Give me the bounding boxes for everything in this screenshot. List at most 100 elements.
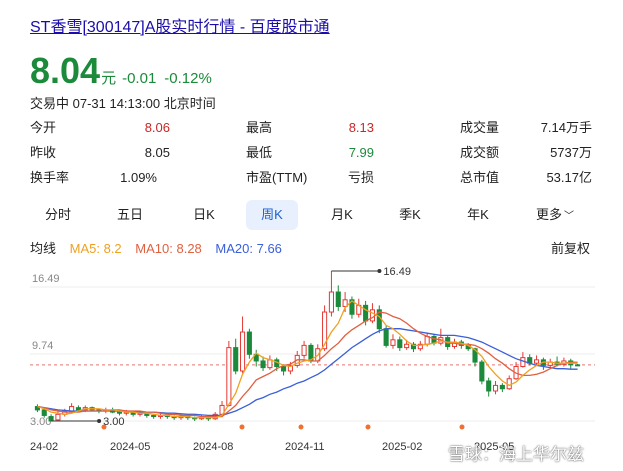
open-label: 今开 [30,120,57,135]
candle-body [233,347,239,372]
candle-body [534,359,540,364]
x-tick-label: 2025-05 [474,441,514,453]
candlestick-chart[interactable]: 16.49 9.74 3.00 16.493.00 24-02 2024-05 … [30,260,595,460]
y-tick-label: 3.00 [30,416,51,428]
price-change: -0.01 [122,70,157,87]
event-marker-dot [239,424,245,430]
y-tick-label: 9.74 [32,340,53,352]
candle-body [281,366,287,372]
candle-body [499,384,505,390]
candle-body [404,343,410,349]
tab-five-day[interactable]: 五日 [116,207,143,222]
turnover-rate-label: 换手率 [30,170,70,185]
watermark-text: 雪球：海上华尔兹 [448,445,584,464]
candle-body [287,364,293,372]
price-change-pct: -0.12% [164,70,212,87]
ma-legend-title: 均线 [30,241,57,256]
candle-body [397,339,403,349]
candle-body [328,291,334,313]
event-marker-dot [365,424,371,430]
trading-status: 交易中 07-31 14:13:00 北京时间 [30,96,216,111]
ma5-legend: MA5: 8.2 [69,241,122,256]
candle-body [239,331,246,372]
event-marker-dot [101,424,107,430]
turnover-label: 成交额 [460,145,500,160]
price-unit: 元 [101,70,117,87]
candle-body [369,309,376,322]
candle-body [116,411,123,414]
period-tabs: 分时 五日 日K 周K 月K 季K 年K 更多 ﹀ [30,198,595,232]
ma10-legend: MA10: 8.28 [135,241,202,256]
tab-week-k[interactable]: 周K [246,200,298,230]
candle-body [342,299,348,307]
min-pointer-dot [97,419,102,423]
max-price-label: 16.49 [383,266,411,278]
prev-close-value: 8.05 [144,145,170,160]
prev-close-label: 昨收 [30,145,57,160]
x-tick-label: 2024-05 [110,441,150,453]
candle-body [226,347,232,406]
tab-more-label: 更多 [535,207,562,222]
tab-quarter-k[interactable]: 季K [399,207,421,222]
adjust-toggle[interactable]: 前复权 [551,241,591,256]
low-value: 7.99 [348,145,374,160]
volume-label: 成交量 [460,120,500,135]
candle-body [55,413,61,421]
candle-body [151,414,157,418]
candle-body [301,344,307,356]
page-title-link[interactable]: ST香雪[300147]A股实时行情 - 百度股市通 [30,19,330,36]
tab-minute[interactable]: 分时 [44,207,71,222]
tab-more[interactable]: 更多 ﹀ [525,200,585,230]
candle-body [479,361,485,382]
candle-body [383,328,389,346]
max-pointer-dot [377,269,382,273]
tab-month-k[interactable]: 月K [331,207,353,222]
candle-body [246,331,252,355]
candle-body [424,335,430,345]
candle-body [322,311,328,350]
open-value: 8.06 [144,120,170,135]
min-price-label: 3.00 [103,416,124,428]
market-cap-value: 53.17亿 [546,170,592,185]
candle-body [492,384,499,392]
candle-body [486,380,492,392]
candle-body [390,339,396,346]
candle-body [48,416,54,422]
pe-value: 亏损 [347,170,374,185]
ma5-line [37,300,578,419]
tab-day-k[interactable]: 日K [193,207,215,222]
candle-body [41,409,47,416]
y-tick-label: 16.49 [32,273,60,285]
candle-body [253,353,259,362]
ma20-line [37,328,578,417]
x-tick-label: 2025-02 [382,441,422,453]
event-marker-dot [298,424,304,430]
x-tick-label: 24-02 [30,441,58,453]
chevron-down-icon: ﹀ [564,211,574,222]
ma10-line [37,311,578,418]
candle-body [575,364,581,367]
candle-body [417,343,423,350]
price-row: 8.04 元 -0.01 -0.12% [30,50,212,91]
x-tick-label: 2024-08 [193,441,233,453]
candle-body [410,343,417,350]
candle-body [335,291,341,307]
high-value: 8.13 [348,120,374,135]
pe-label: 市盈(TTM) [246,170,308,185]
candle-body [363,304,369,322]
low-label: 最低 [246,145,273,160]
current-price: 8.04 [30,50,101,91]
volume-value: 7.14万手 [540,120,592,135]
tab-year-k[interactable]: 年K [467,207,489,222]
candle-body [260,360,266,369]
candle-body [349,299,355,315]
quote-grid: 今开 8.06 最高 8.13 成交量 7.14万手 昨收 8.05 最低 7.… [30,118,595,193]
candle-body [75,407,81,411]
market-cap-label: 总市值 [460,170,500,185]
candle-body [472,348,478,363]
candle-body [267,359,273,369]
ma20-legend: MA20: 7.66 [215,241,282,256]
high-label: 最高 [246,120,273,135]
ma-legend: 均线 MA5: 8.2 MA10: 8.28 MA20: 7.66 [30,238,292,257]
x-tick-label: 2024-11 [285,441,325,453]
